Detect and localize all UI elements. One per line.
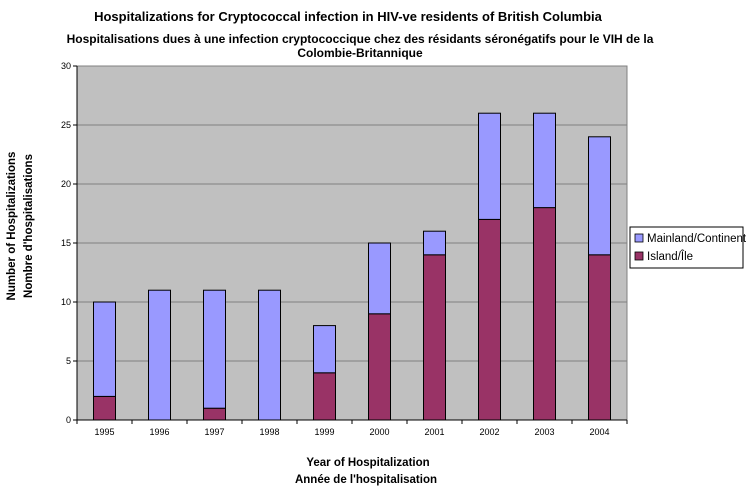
- chart-subtitle-line-2: Colombie-Britannique: [297, 46, 423, 60]
- x-axis-title-line-1: Year of Hospitalization: [306, 457, 429, 469]
- ticks: 0 5 10 15 20 25 30 1995 1996 1997 1998 1999 2000 2001…: [61, 61, 628, 437]
- legend-swatch-mainland: [634, 233, 644, 243]
- legend-box: [629, 226, 744, 269]
- legend-swatch-island: [634, 251, 644, 261]
- bar-mainland-2003: [533, 112, 556, 209]
- x-tick-label: 2004: [589, 427, 609, 437]
- bar-mainland-2004: [588, 136, 611, 256]
- bar-mainland-1995: [93, 301, 116, 397]
- x-axis-title-line-2: Année de l'hospitalisation: [295, 474, 437, 486]
- bar-island-2003: [533, 207, 556, 421]
- bar-island-2000: [368, 313, 391, 421]
- y-axis-title-line-2: Nombre d'hospitalisations: [23, 154, 35, 298]
- bar-island-2001: [423, 254, 446, 421]
- bar-island-2002: [478, 218, 501, 421]
- legend-label-island: Island/Île: [647, 250, 693, 263]
- bar-mainland-2002: [478, 112, 501, 220]
- bars: [93, 112, 611, 421]
- x-tick-label: 2003: [534, 427, 554, 437]
- bar-mainland-1997: [203, 289, 226, 409]
- y-tick-label: 25: [61, 120, 71, 130]
- bar-island-1999: [313, 372, 336, 421]
- x-tick-label: 2001: [424, 427, 444, 437]
- y-axis-title-line-1: Number of Hospitalizations: [6, 152, 18, 301]
- bar-mainland-1998: [258, 289, 281, 421]
- x-tick-label: 1999: [314, 427, 334, 437]
- x-tick-label: 1996: [149, 427, 169, 437]
- bar-island-2004: [588, 254, 611, 421]
- chart-title: Hospitalizations for Cryptococcal infect…: [94, 9, 603, 24]
- y-tick-label: 15: [61, 238, 71, 248]
- x-tick-label: 1995: [94, 427, 114, 437]
- x-tick-label: 1998: [259, 427, 279, 437]
- bar-island-1995: [93, 395, 116, 421]
- x-tick-label: 2002: [479, 427, 499, 437]
- legend-label-mainland: Mainland/Continent: [647, 233, 747, 245]
- x-tick-label: 1997: [204, 427, 224, 437]
- y-tick-label: 5: [66, 356, 71, 366]
- y-tick-label: 10: [61, 297, 71, 307]
- bar-mainland-1996: [148, 289, 171, 421]
- y-tick-label: 30: [61, 61, 71, 71]
- bar-mainland-1999: [313, 325, 336, 374]
- bar-mainland-2000: [368, 242, 391, 315]
- y-tick-label: 20: [61, 179, 71, 189]
- y-tick-label: 0: [66, 415, 71, 425]
- chart-subtitle-line-1: Hospitalisations dues à une infection cr…: [67, 32, 654, 46]
- x-tick-label: 2000: [369, 427, 389, 437]
- legend: Mainland/Continent Island/Île: [629, 226, 747, 269]
- bar-island-1997: [203, 407, 226, 421]
- bar-mainland-2001: [423, 230, 446, 256]
